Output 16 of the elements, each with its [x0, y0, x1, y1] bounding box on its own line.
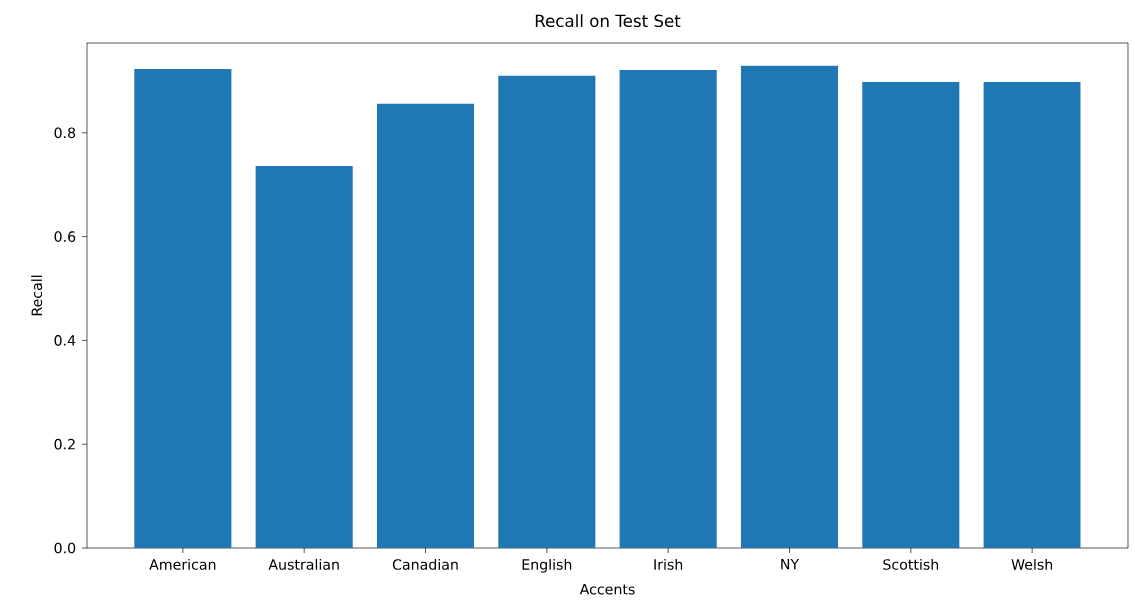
- x-tick-label: NY: [781, 558, 800, 570]
- y-tick-label: 0.8: [54, 127, 76, 139]
- x-tick-label: English: [522, 558, 572, 573]
- chart-title: Recall on Test Set: [535, 14, 681, 28]
- x-tick-label: Australian: [268, 558, 339, 570]
- y-tick-label: 0.2: [54, 438, 75, 450]
- y-tick-label: 0.0: [54, 542, 76, 554]
- y-tick-label: 0.6: [54, 231, 76, 242]
- x-tick-label: Irish: [654, 558, 683, 570]
- y-axis-title: Recall: [31, 275, 43, 316]
- x-tick-label: Welsh: [1011, 558, 1053, 570]
- x-axis-title: Accents: [579, 584, 635, 595]
- x-tick-label: Scottish: [883, 558, 939, 570]
- x-tick-label: Canadian: [392, 558, 458, 570]
- y-tick-label: 0.4: [54, 335, 76, 346]
- x-tick-label: American: [149, 558, 216, 570]
